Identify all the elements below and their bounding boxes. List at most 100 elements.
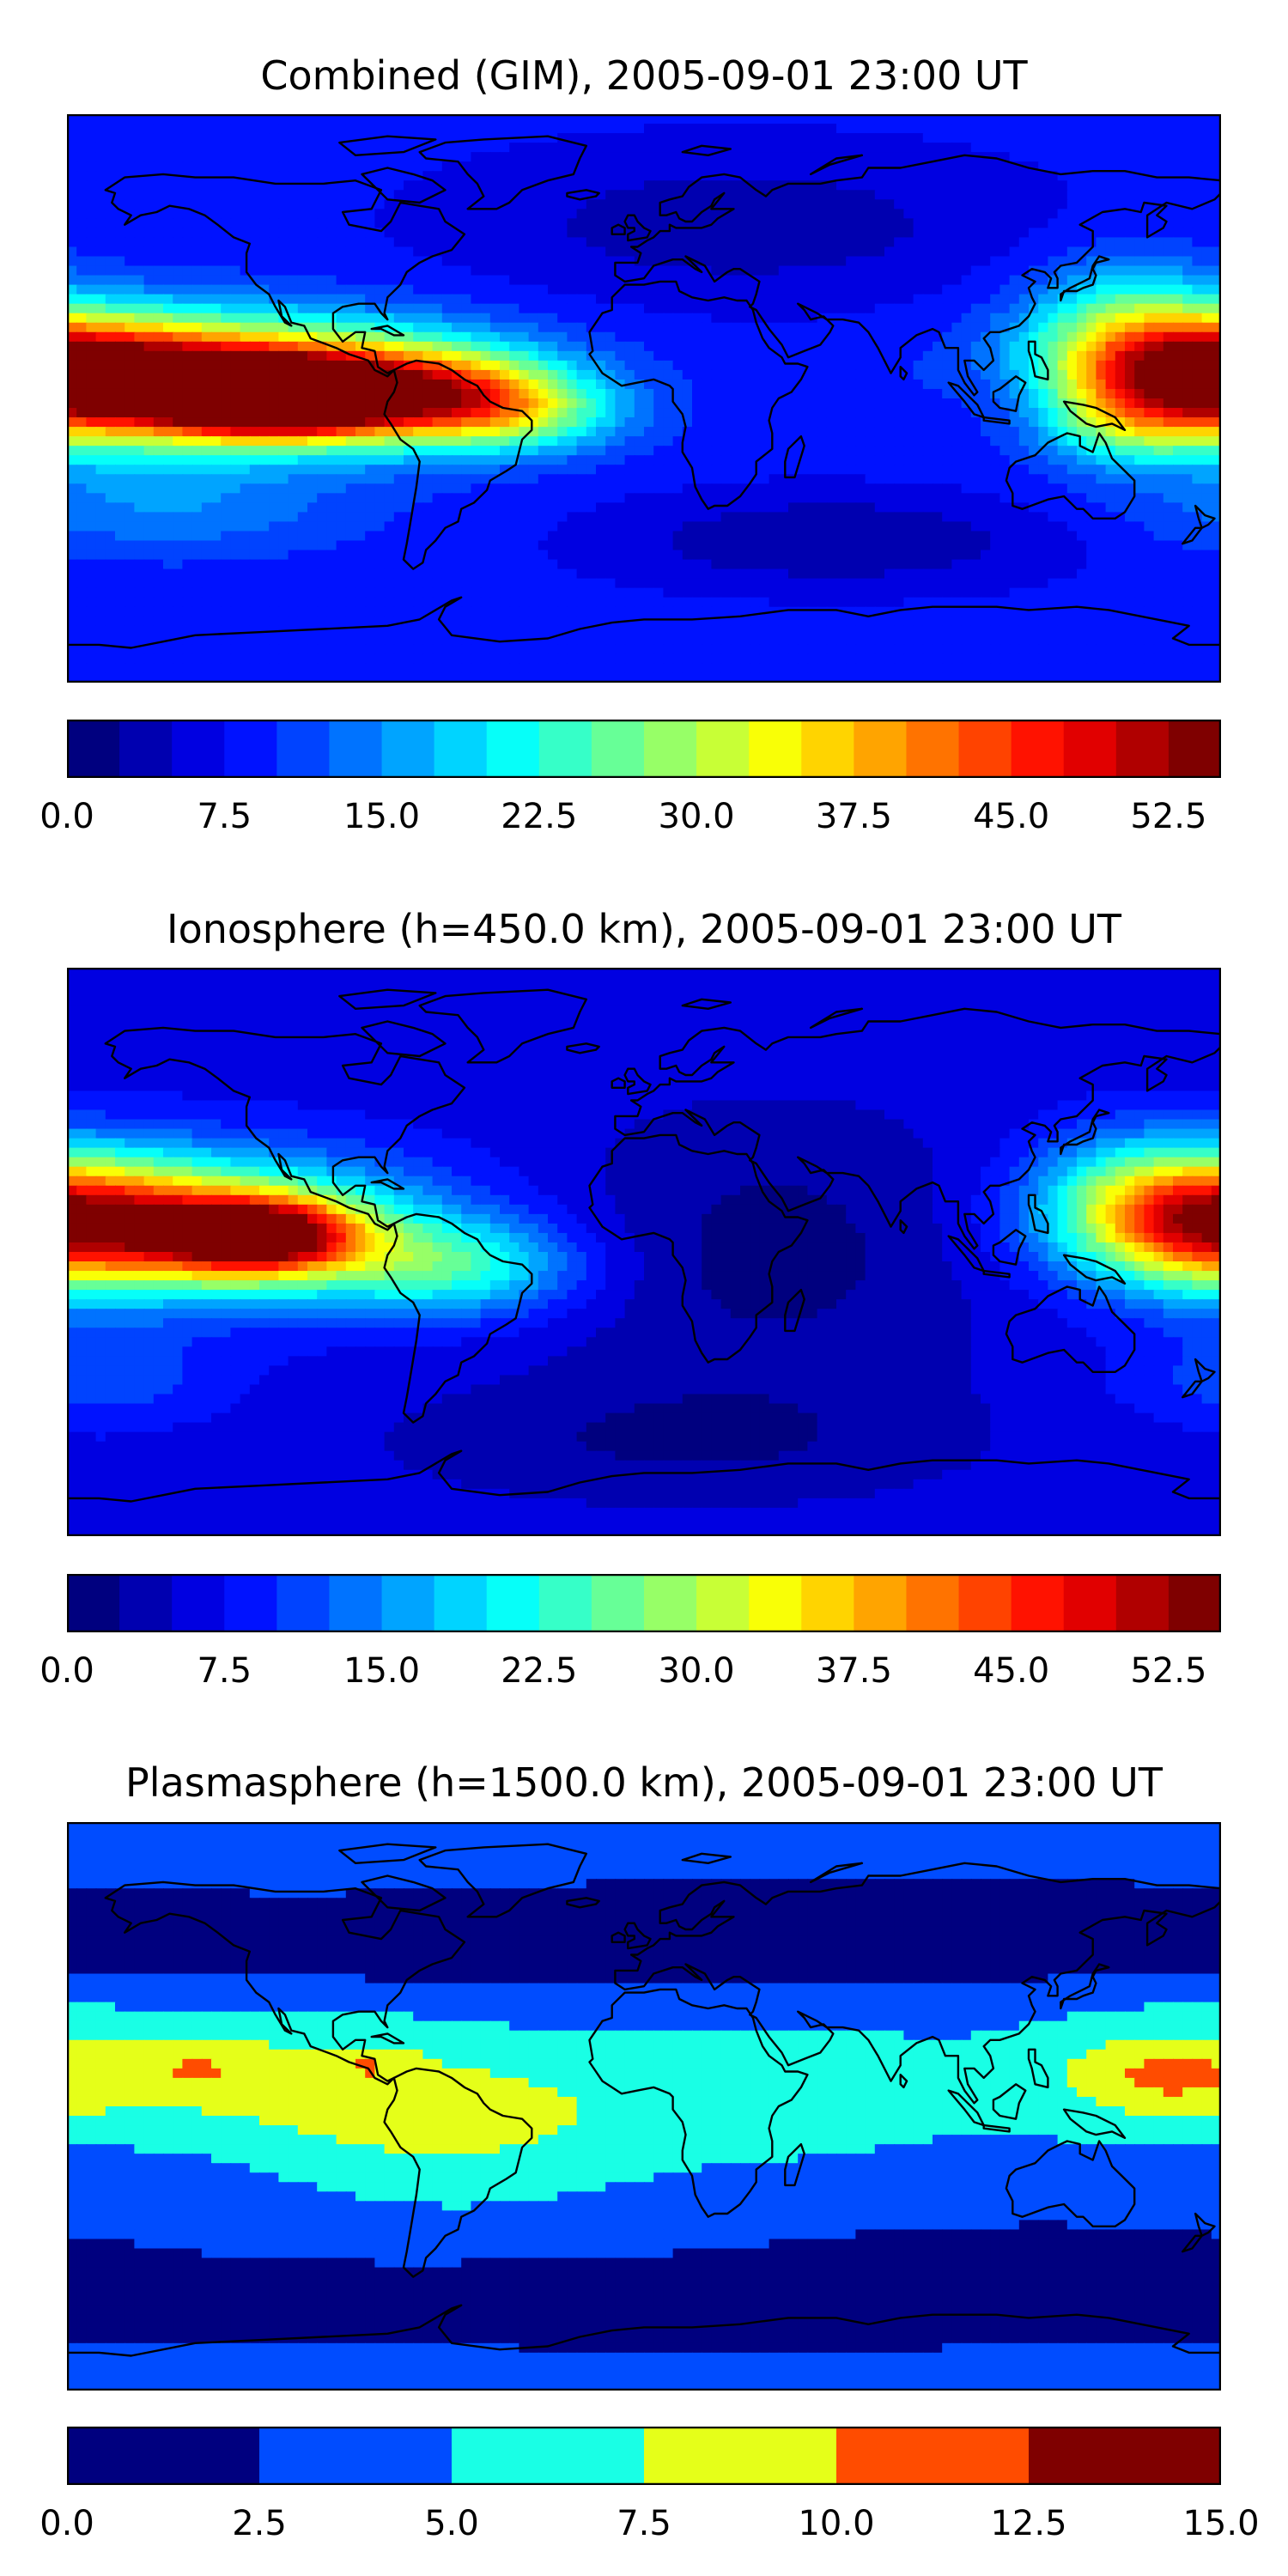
field-cell (317, 284, 328, 295)
field-cell (961, 294, 972, 305)
field-cell (528, 124, 539, 134)
field-cell (95, 180, 106, 191)
field-cell (471, 237, 482, 248)
field-cell (567, 379, 578, 390)
field-cell (355, 161, 367, 173)
field-cell (1201, 398, 1212, 409)
field-cell (432, 265, 443, 276)
field-cell (1018, 228, 1030, 239)
field-cell (1201, 209, 1212, 220)
field-cell (720, 483, 732, 495)
field-cell (922, 218, 933, 229)
field-cell (221, 237, 232, 248)
field-cell (605, 228, 617, 239)
field-cell (730, 417, 741, 428)
field-cell (913, 388, 924, 399)
field-cell (182, 417, 193, 428)
field-cell (615, 446, 626, 457)
field-cell (326, 408, 337, 418)
field-cell (413, 408, 424, 418)
field-cell (1201, 180, 1212, 191)
field-cell (999, 265, 1011, 276)
field-cell (884, 408, 896, 418)
field-cell (817, 341, 828, 352)
field-cell (307, 427, 319, 438)
field-cell (1211, 294, 1221, 305)
field-cell (942, 180, 953, 191)
field-cell (807, 388, 818, 399)
field-cell (153, 446, 164, 457)
field-cell (894, 275, 905, 286)
field-cell (999, 350, 1011, 361)
field-cell (163, 436, 174, 447)
field-cell (105, 417, 116, 428)
field-cell (163, 502, 174, 513)
field-cell (500, 379, 511, 390)
field-cell (586, 360, 597, 371)
field-cell (1211, 474, 1221, 485)
field-cell (413, 322, 424, 333)
field-cell (221, 190, 232, 201)
field-cell (221, 341, 232, 352)
field-cell (999, 313, 1011, 324)
field-cell (548, 303, 559, 314)
field-cell (105, 408, 116, 418)
field-cell (720, 474, 732, 485)
field-cell (134, 209, 145, 220)
field-cell (452, 360, 463, 371)
field-cell (221, 199, 232, 210)
field-cell (1153, 237, 1164, 248)
field-cell (663, 388, 674, 399)
field-cell (182, 209, 193, 220)
field-cell (374, 246, 386, 258)
field-cell (1211, 275, 1221, 286)
field-cell (903, 350, 914, 361)
field-cell (317, 180, 328, 191)
field-cell (67, 124, 78, 134)
field-cell (1018, 246, 1030, 258)
field-cell (548, 246, 559, 258)
field-cell (317, 133, 328, 143)
field-cell (913, 474, 924, 485)
field-cell (384, 199, 395, 210)
field-cell (1144, 313, 1155, 324)
field-cell (1086, 474, 1097, 485)
field-cell (798, 237, 809, 248)
field-cell (384, 209, 395, 220)
field-cell (711, 133, 722, 143)
field-cell (557, 369, 568, 380)
field-cell (125, 493, 136, 504)
field-cell (1201, 360, 1212, 371)
field-cell (990, 114, 1001, 125)
field-cell (1018, 417, 1030, 428)
field-cell (509, 228, 520, 239)
field-cell (67, 388, 78, 399)
field-cell (586, 427, 597, 438)
field-cell (519, 161, 530, 173)
field-cell (404, 369, 415, 380)
field-cell (933, 284, 944, 295)
field-cell (913, 143, 924, 154)
field-cell (67, 436, 78, 447)
field-cell (855, 483, 866, 495)
field-cell (1134, 360, 1145, 371)
field-cell (441, 124, 453, 134)
field-cell (634, 427, 645, 438)
field-cell (432, 284, 443, 295)
field-cell (1163, 408, 1174, 418)
field-cell (807, 483, 818, 495)
field-cell (557, 124, 568, 134)
field-cell (922, 379, 933, 390)
field-cell (596, 180, 607, 191)
field-cell (759, 218, 770, 229)
field-cell (163, 265, 174, 276)
field-cell (1086, 180, 1097, 191)
field-cell (1201, 350, 1212, 361)
field-cell (798, 483, 809, 495)
field-cell (1048, 133, 1059, 143)
field-cell (125, 369, 136, 380)
field-cell (404, 436, 415, 447)
field-cell (961, 218, 972, 229)
field-cell (807, 303, 818, 314)
field-cell (1153, 417, 1164, 428)
